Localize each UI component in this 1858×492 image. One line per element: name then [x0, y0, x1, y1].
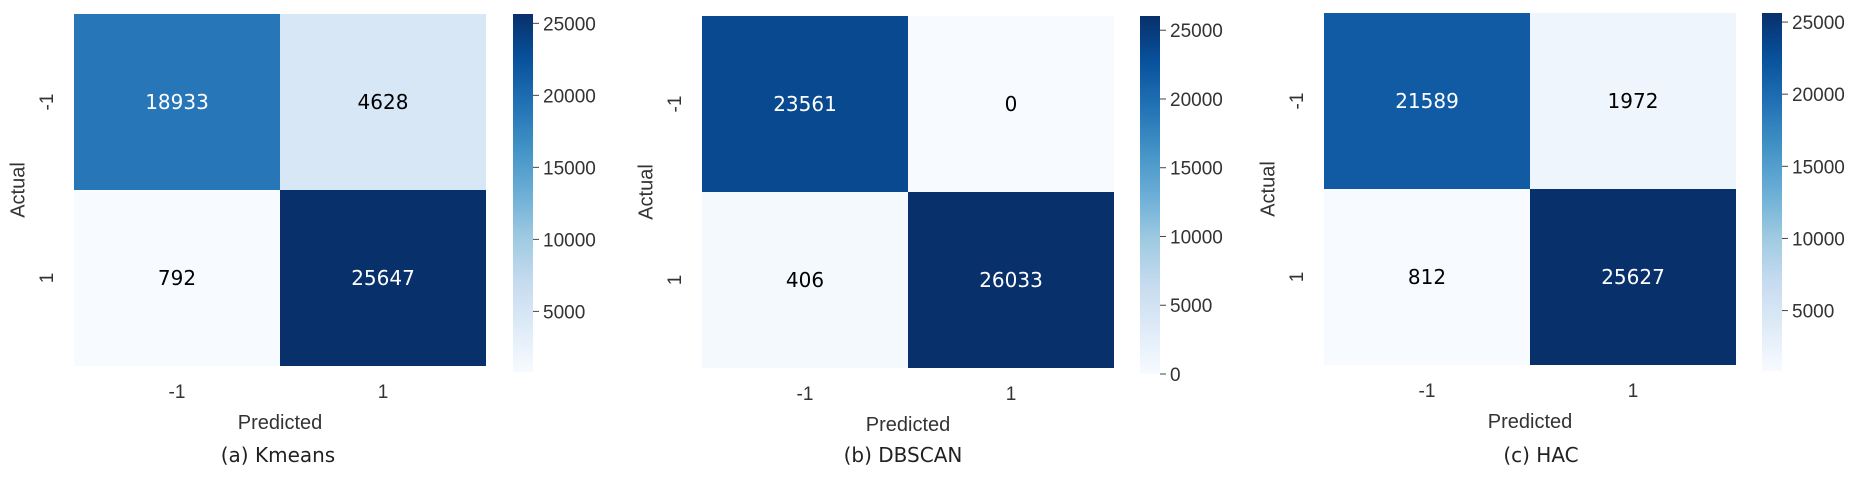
x-axis-title: Predicted: [866, 414, 951, 436]
x-axis-title: Predicted: [238, 412, 323, 434]
x-tick-label: -1: [1419, 381, 1436, 402]
y-axis-title: Actual: [1257, 161, 1279, 217]
panel-caption: (a) Kmeans: [221, 443, 335, 467]
x-tick-label: 1: [1006, 384, 1017, 405]
cell-value-label: 25647: [351, 266, 415, 290]
colorbar-tick-label: 25000: [543, 14, 596, 35]
cell-value-label: 25627: [1601, 265, 1665, 289]
y-axis-title: Actual: [7, 162, 29, 218]
heatmap-cell: [74, 14, 280, 190]
colorbar-tick-label: 25000: [1792, 13, 1845, 34]
heatmap-cell: [1324, 189, 1530, 365]
colorbar-tick-label: 20000: [1170, 90, 1223, 111]
heatmap-cell: [280, 190, 486, 366]
colorbar-tick-label: 20000: [543, 86, 596, 107]
colorbar-tick-label: 5000: [1792, 302, 1834, 323]
heatmap-cell: [908, 16, 1114, 192]
y-axis-title: Actual: [635, 164, 657, 220]
cell-value-label: 0: [1005, 92, 1018, 116]
colorbar-tick-label: 15000: [543, 158, 596, 179]
colorbar-tick-label: 25000: [1170, 21, 1223, 42]
y-tick-label: 1: [37, 273, 58, 284]
y-tick-label: -1: [665, 96, 686, 113]
x-axis-title: Predicted: [1488, 411, 1573, 433]
colorbar: [513, 14, 533, 372]
x-tick-label: -1: [797, 384, 814, 405]
cell-value-label: 792: [158, 266, 196, 290]
y-tick-label: 1: [665, 275, 686, 286]
colorbar-tick-label: 5000: [543, 302, 585, 323]
heatmap-cell: [908, 192, 1114, 368]
colorbar-tick-label: 10000: [543, 230, 596, 251]
x-tick-label: -1: [169, 382, 186, 403]
y-tick-label: -1: [37, 94, 58, 111]
colorbar: [1140, 16, 1160, 374]
colorbar-tick-label: 0: [1170, 365, 1181, 386]
heatmap-cell: [702, 16, 908, 192]
cell-value-label: 812: [1408, 265, 1446, 289]
y-tick-label: 1: [1287, 272, 1308, 283]
colorbar-tick-label: 15000: [1792, 157, 1845, 178]
colorbar-tick-label: 5000: [1170, 296, 1212, 317]
heatmap-cell: [280, 14, 486, 190]
colorbar-tick-label: 10000: [1792, 229, 1845, 250]
colorbar-tick-label: 20000: [1792, 85, 1845, 106]
cell-value-label: 406: [786, 268, 824, 292]
colorbar-tick-label: 10000: [1170, 227, 1223, 248]
heatmap-cell: [702, 192, 908, 368]
x-tick-label: 1: [378, 382, 389, 403]
x-tick-label: 1: [1628, 381, 1639, 402]
cell-value-label: 1972: [1608, 89, 1659, 113]
colorbar: [1762, 13, 1782, 371]
heatmap-cell: [1324, 13, 1530, 189]
y-tick-label: -1: [1287, 93, 1308, 110]
panel-caption: (c) HAC: [1503, 443, 1578, 467]
panel-caption: (b) DBSCAN: [844, 443, 963, 467]
colorbar-tick-label: 15000: [1170, 159, 1223, 180]
heatmap-cell: [1530, 189, 1736, 365]
cell-value-label: 21589: [1395, 89, 1459, 113]
cell-value-label: 26033: [979, 268, 1043, 292]
cell-value-label: 23561: [773, 92, 837, 116]
cell-value-label: 18933: [145, 90, 209, 114]
cell-value-label: 4628: [358, 90, 409, 114]
heatmap-cell: [1530, 13, 1736, 189]
heatmap-cell: [74, 190, 280, 366]
